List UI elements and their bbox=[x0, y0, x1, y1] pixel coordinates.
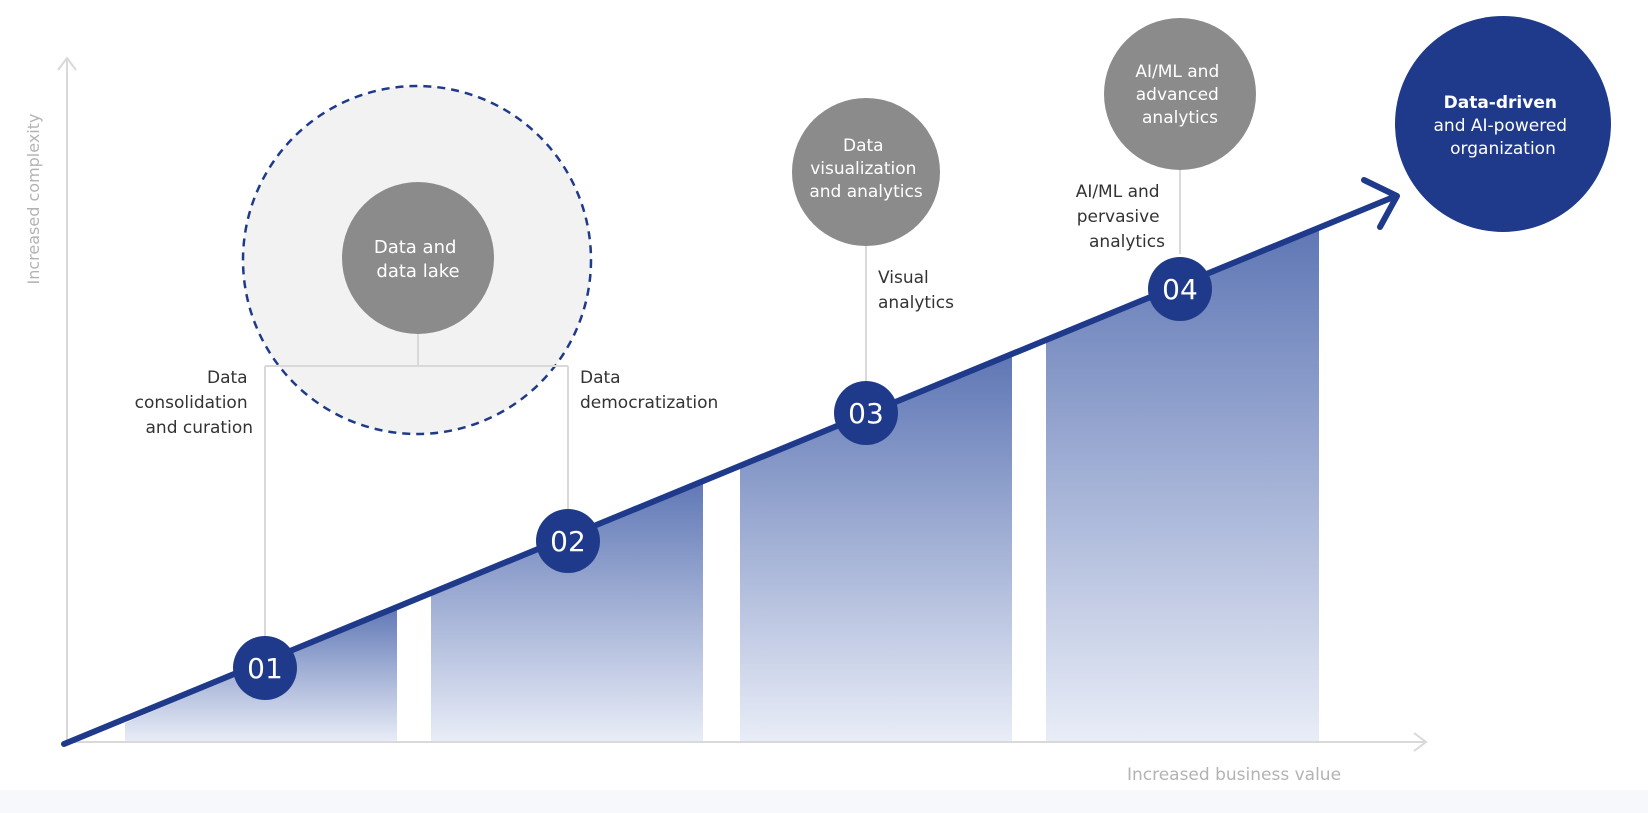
aiml-bubble-text: AI/ML and advanced analytics bbox=[1135, 62, 1224, 128]
stage-2-number: 02 bbox=[550, 525, 586, 558]
stage-4-label-line-1: AI/ML and bbox=[1076, 182, 1160, 202]
bottom-band bbox=[0, 790, 1648, 813]
stage-3-label-line-1: Visual bbox=[878, 268, 929, 288]
stage-1-number: 01 bbox=[247, 652, 283, 685]
aiml-bubble-line-1: AI/ML and bbox=[1135, 62, 1219, 82]
visualization-bubble-line-3: and analytics bbox=[809, 182, 923, 202]
goal-circle bbox=[1395, 16, 1611, 232]
aiml-bubble-line-3: analytics bbox=[1142, 108, 1218, 128]
stage-2-circle bbox=[536, 509, 600, 573]
visualization-bubble-line-2: visualization bbox=[810, 159, 916, 179]
stage-4-area bbox=[1046, 229, 1319, 742]
stage-2-label-line-1: Data bbox=[580, 368, 621, 388]
visualization-bubble-line-1: Data bbox=[843, 136, 884, 156]
y-axis-arrowhead bbox=[57, 56, 77, 71]
stage-4-label-line-2: pervasive bbox=[1077, 207, 1160, 227]
y-axis-label: Increased complexity bbox=[24, 114, 43, 285]
data-lake-bubble-line-2: data lake bbox=[376, 261, 459, 282]
aiml-bubble bbox=[1104, 18, 1256, 170]
stage-3-label: Visual analytics bbox=[878, 268, 954, 313]
goal-text: Data-driven and AI-powered organization bbox=[1434, 93, 1573, 159]
stage-2-label-line-2: democratization bbox=[580, 393, 718, 413]
stage-2-label: Data democratization bbox=[580, 368, 718, 413]
stage-3-circle bbox=[834, 381, 898, 445]
goal-line-2: and AI-powered bbox=[1434, 116, 1568, 136]
stage-1-circle bbox=[233, 636, 297, 700]
x-axis-arrowhead bbox=[1413, 732, 1428, 752]
stage-4-circle bbox=[1148, 257, 1212, 321]
data-lake-bubble-line-1: Data and bbox=[374, 237, 457, 258]
goal-line-3: organization bbox=[1450, 139, 1556, 159]
stage-1-label: Data consolidation and curation bbox=[135, 368, 253, 438]
x-axis-label: Increased business value bbox=[1127, 765, 1341, 785]
stage-2-area bbox=[431, 480, 703, 742]
stage-4-label: AI/ML and pervasive analytics bbox=[1076, 182, 1165, 252]
stage-4-label-line-3: analytics bbox=[1089, 232, 1165, 252]
aiml-bubble-line-2: advanced bbox=[1136, 85, 1219, 105]
stage-3-label-line-2: analytics bbox=[878, 293, 954, 313]
stage-4-number: 04 bbox=[1162, 273, 1198, 306]
data-lake-bubble-text: Data and data lake bbox=[374, 237, 462, 282]
stage-3-area bbox=[740, 356, 1012, 742]
stage-1-label-line-3: and curation bbox=[146, 418, 253, 438]
goal-bold-line: Data-driven bbox=[1444, 93, 1557, 113]
stage-1-label-line-1: Data bbox=[207, 368, 248, 388]
stage-3-number: 03 bbox=[848, 397, 884, 430]
growth-arrow-head bbox=[1361, 177, 1400, 230]
data-lake-bubble bbox=[342, 182, 494, 334]
stage-1-label-line-2: consolidation bbox=[135, 393, 248, 413]
visualization-bubble-text: Data visualization and analytics bbox=[809, 136, 923, 202]
visualization-bubble bbox=[792, 98, 940, 246]
